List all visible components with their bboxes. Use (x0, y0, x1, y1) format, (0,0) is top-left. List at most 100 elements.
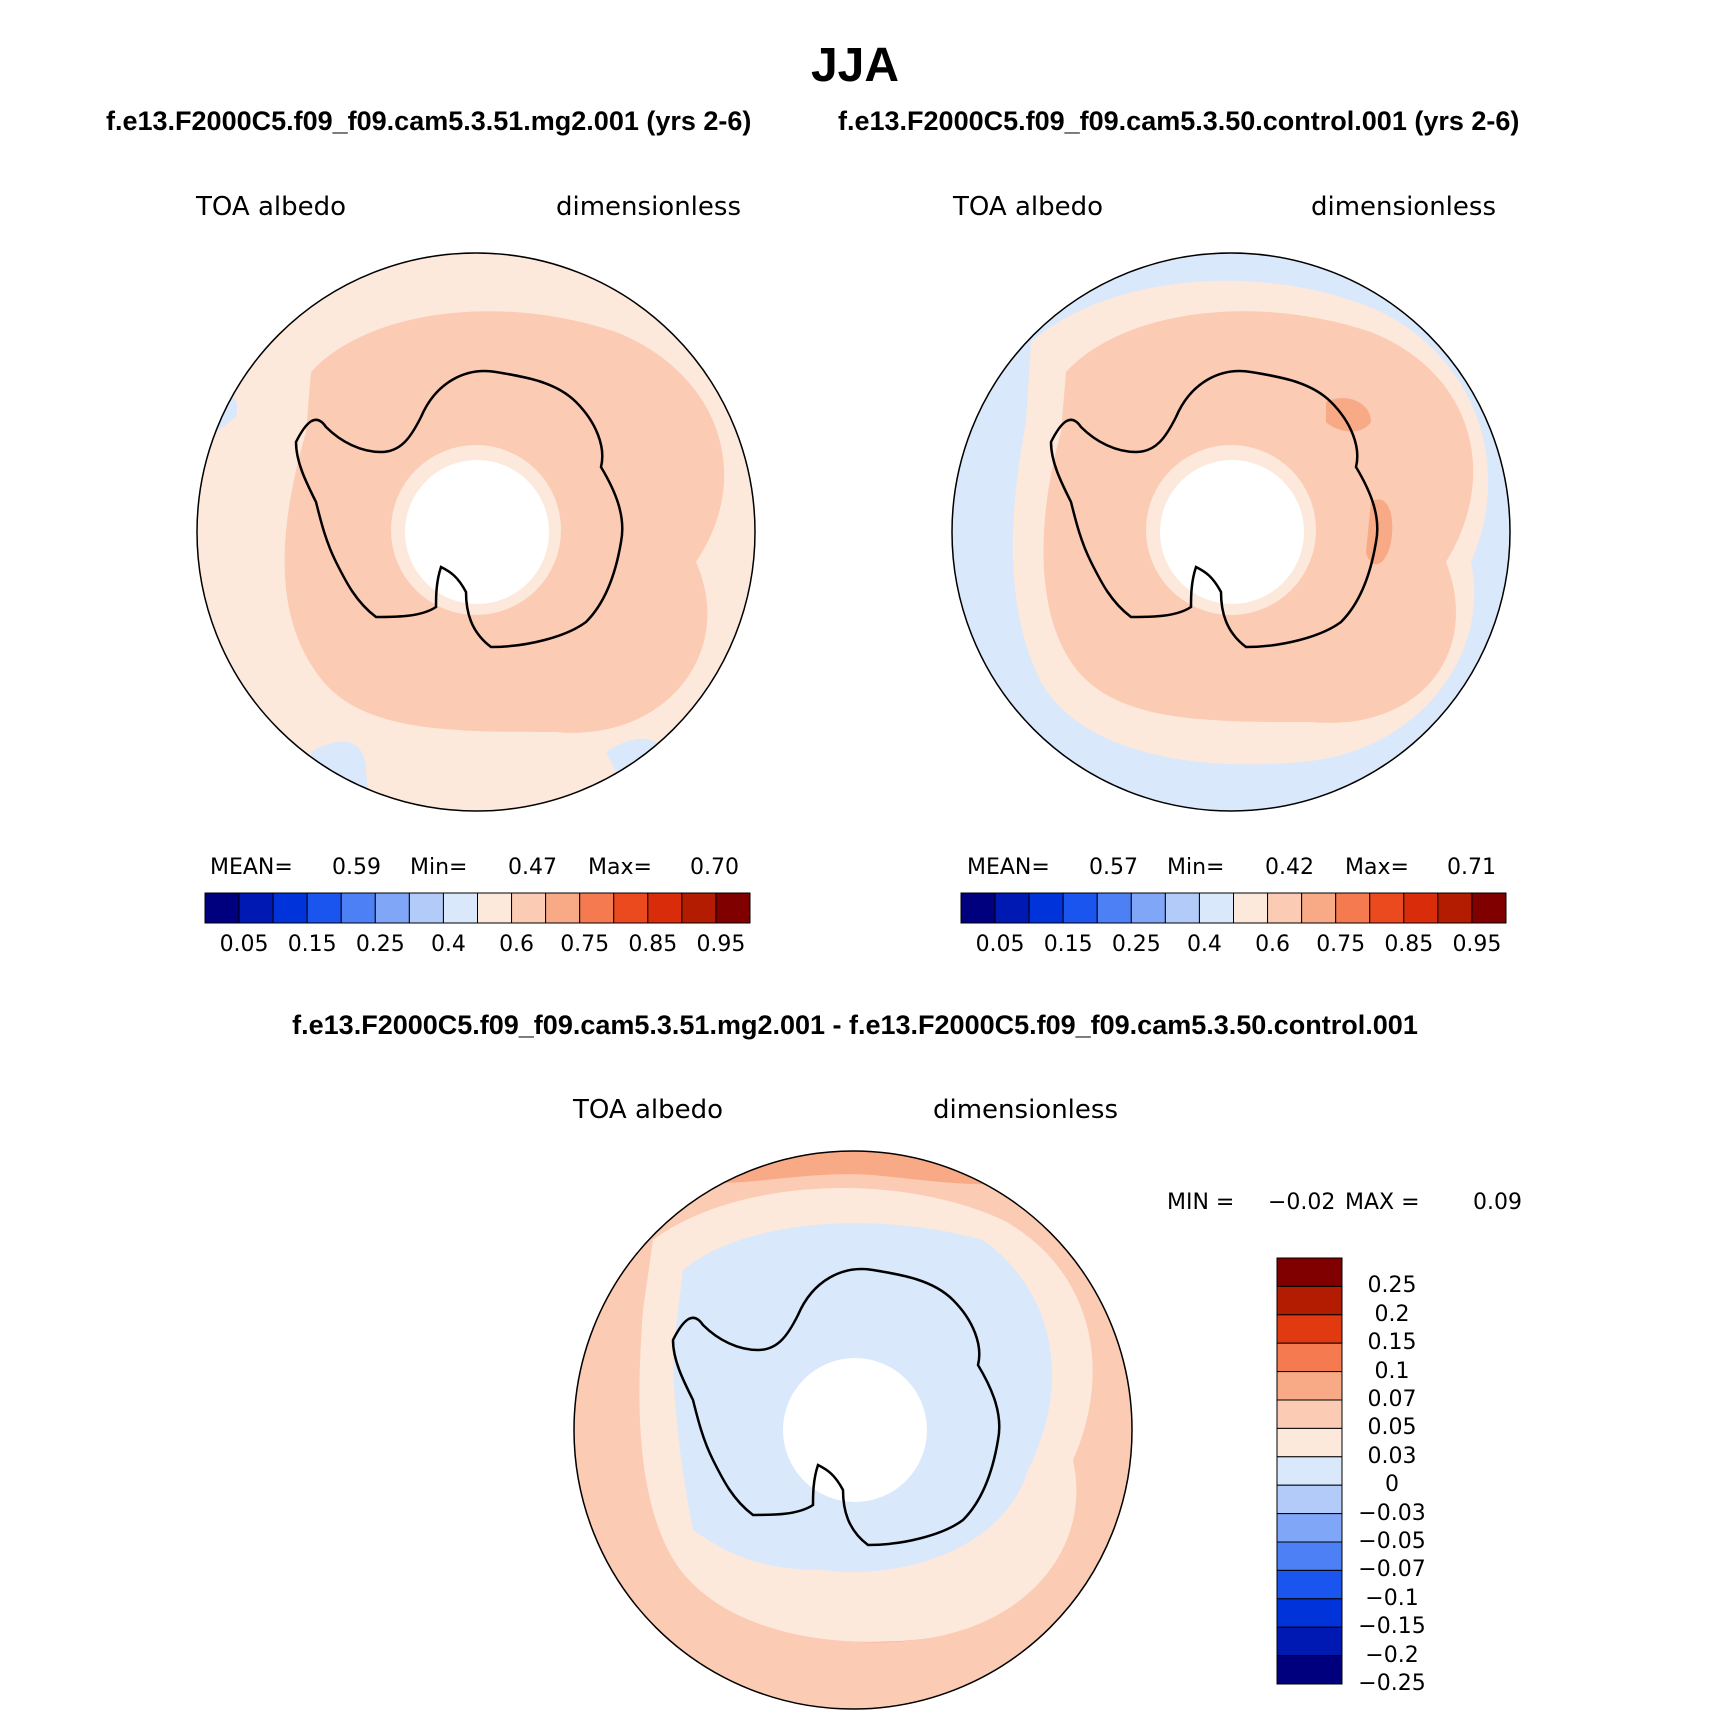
panel1-colorbar-swatch (545, 892, 581, 924)
panel1-units-label: dimensionless (556, 192, 741, 222)
panel2-colorbar-swatch (1403, 892, 1439, 924)
panel2-pole-hole (1160, 460, 1304, 604)
panel1-blue-patch-b (606, 738, 666, 792)
panel2-colorbar-swatch (1301, 892, 1337, 924)
panel2-colorbar-tick-label: 0.25 (1111, 932, 1161, 957)
panel2-min-label: Min= (1167, 855, 1225, 880)
panel3-colorbar-swatch (1276, 1484, 1343, 1515)
panel2-field-salmon-a (1326, 398, 1371, 432)
panel3-colorbar-tick-label: −0.07 (1358, 1557, 1426, 1583)
panel2-colorbar-swatch (1471, 892, 1507, 924)
panel3-colorbar-swatch (1276, 1257, 1343, 1287)
panel1-max-label: Max= (588, 855, 652, 880)
panel3-colorbar-swatch (1276, 1598, 1343, 1628)
panel2-colorbar-tick-label: 0.6 (1255, 932, 1291, 957)
panel2-colorbar-swatch (1267, 892, 1303, 924)
panel1-colorbar-swatch (408, 892, 444, 924)
panel2-colorbar-ticks: 0.05 0.15 0.25 0.4 0.6 0.75 0.85 0.95 (961, 932, 1506, 962)
panel3-min-value: −0.02 (1268, 1190, 1336, 1215)
panel2-colorbar-swatch (1335, 892, 1371, 924)
panel3-case-title: f.e13.F2000C5.f09_f09.cam5.3.51.mg2.001 … (292, 1010, 1418, 1040)
panel1-min-value: 0.47 (508, 855, 557, 880)
panel3-polar-map (573, 1150, 1133, 1710)
panel3-colorbar-tick-label: −0.05 (1358, 1529, 1426, 1554)
panel1-colorbar-swatch (647, 892, 683, 924)
panel2-colorbar-tick-label: 0.75 (1316, 932, 1366, 957)
panel3-colorbar-tick-label: −0.03 (1358, 1500, 1426, 1526)
panel2-colorbar-swatch (1164, 892, 1200, 924)
panel3-colorbar-swatch (1276, 1456, 1343, 1486)
panel2-colorbar-tick-label: 0.15 (1043, 932, 1093, 957)
panel2-colorbar-swatch (1437, 892, 1473, 924)
panel1-colorbar-swatch (442, 892, 478, 924)
panel3-colorbar-swatch (1276, 1342, 1343, 1373)
figure-title: JJA (810, 39, 900, 92)
panel1-colorbar-swatch (715, 892, 751, 924)
panel1-colorbar-swatch (272, 892, 308, 924)
panel3-min-label: MIN = (1167, 1190, 1235, 1215)
panel1-colorbar-swatch (681, 892, 717, 924)
panel1-colorbar (204, 892, 751, 924)
panel3-colorbar-swatch (1276, 1541, 1343, 1571)
panel3-colorbar-tick-label: −0.15 (1358, 1614, 1426, 1640)
panel2-colorbar-swatch (1369, 892, 1405, 924)
panel1-colorbar-swatch (204, 892, 240, 924)
panel3-colorbar-swatch (1276, 1399, 1343, 1429)
panel3-colorbar-swatch (1276, 1626, 1343, 1657)
panel1-colorbar-swatch (613, 892, 649, 924)
panel3-colorbar-ticks: 0.25 0.2 0.15 0.1 0.07 0.05 0.03 0 −0.03 −0.05 −0.… (1342, 1258, 1462, 1696)
panel1-pole-hole (405, 460, 549, 604)
panel1-max-value: 0.70 (690, 855, 739, 880)
panel3-max-value: 0.09 (1473, 1190, 1522, 1215)
panel2-colorbar-tick-label: 0.85 (1384, 932, 1434, 957)
panel1-colorbar-tick-label: 0.25 (355, 932, 405, 957)
panel3-colorbar-tick-label: 0.07 (1367, 1387, 1417, 1412)
panel1-colorbar-swatch (238, 892, 274, 924)
panel3-colorbar-swatch (1276, 1371, 1343, 1401)
panel3-colorbar-swatch (1276, 1655, 1343, 1685)
panel1-variable-label: TOA albedo (196, 192, 347, 222)
panel2-units-label: dimensionless (1311, 192, 1496, 222)
panel3-colorbar-tick-label: −0.2 (1365, 1642, 1419, 1668)
panel3-colorbar-tick-label: −0.25 (1358, 1671, 1426, 1696)
panel3-colorbar-tick-label: 0.05 (1367, 1415, 1417, 1441)
panel3-colorbar-swatch (1276, 1285, 1343, 1316)
panel2-colorbar-swatch (1028, 892, 1064, 924)
panel2-field-salmon-b (1366, 499, 1393, 565)
panel3-units-label: dimensionless (933, 1095, 1118, 1125)
panel3-colorbar-swatch (1276, 1427, 1343, 1458)
panel3-colorbar-swatch (1276, 1569, 1343, 1600)
panel1-colorbar-swatch (340, 892, 376, 924)
panel1-mean-value: 0.59 (332, 855, 381, 880)
panel3-colorbar-swatch (1276, 1314, 1343, 1344)
panel3-colorbar (1276, 1257, 1343, 1685)
panel2-colorbar-swatch (994, 892, 1030, 924)
panel2-mean-value: 0.57 (1089, 855, 1138, 880)
panel3-colorbar-tick-label: −0.1 (1365, 1585, 1419, 1611)
panel2-colorbar-swatch (1062, 892, 1098, 924)
panel1-coastline (294, 369, 624, 649)
panel3-variable-label: TOA albedo (573, 1095, 724, 1125)
panel2-colorbar (960, 892, 1507, 924)
panel1-case-title: f.e13.F2000C5.f09_f09.cam5.3.51.mg2.001 … (106, 106, 752, 136)
panel1-colorbar-tick-label: 0.75 (560, 932, 610, 957)
panel2-colorbar-tick-label: 0.4 (1186, 932, 1222, 957)
panel3-colorbar-swatch (1276, 1513, 1343, 1543)
panel3-colorbar-tick-label: 0.03 (1367, 1443, 1417, 1469)
panel1-colorbar-swatch (579, 892, 615, 924)
panel1-colorbar-swatch (511, 892, 547, 924)
panel1-min-label: Min= (410, 855, 468, 880)
panel2-colorbar-swatch (1130, 892, 1166, 924)
panel1-colorbar-tick-label: 0.4 (430, 932, 466, 957)
panel1-colorbar-swatch (374, 892, 410, 924)
panel2-coastline (1049, 369, 1379, 649)
panel2-colorbar-swatch (1096, 892, 1132, 924)
panel1-mean-label: MEAN= (210, 855, 293, 880)
panel2-max-value: 0.71 (1447, 855, 1496, 880)
panel2-min-value: 0.42 (1265, 855, 1314, 880)
panel3-colorbar-tick-label: 0.1 (1374, 1358, 1410, 1384)
panel1-colorbar-tick-label: 0.6 (499, 932, 535, 957)
panel3-max-label: MAX = (1345, 1190, 1420, 1215)
panel3-colorbar-tick-label: 0.2 (1374, 1301, 1410, 1327)
panel1-colorbar-swatch (477, 892, 513, 924)
